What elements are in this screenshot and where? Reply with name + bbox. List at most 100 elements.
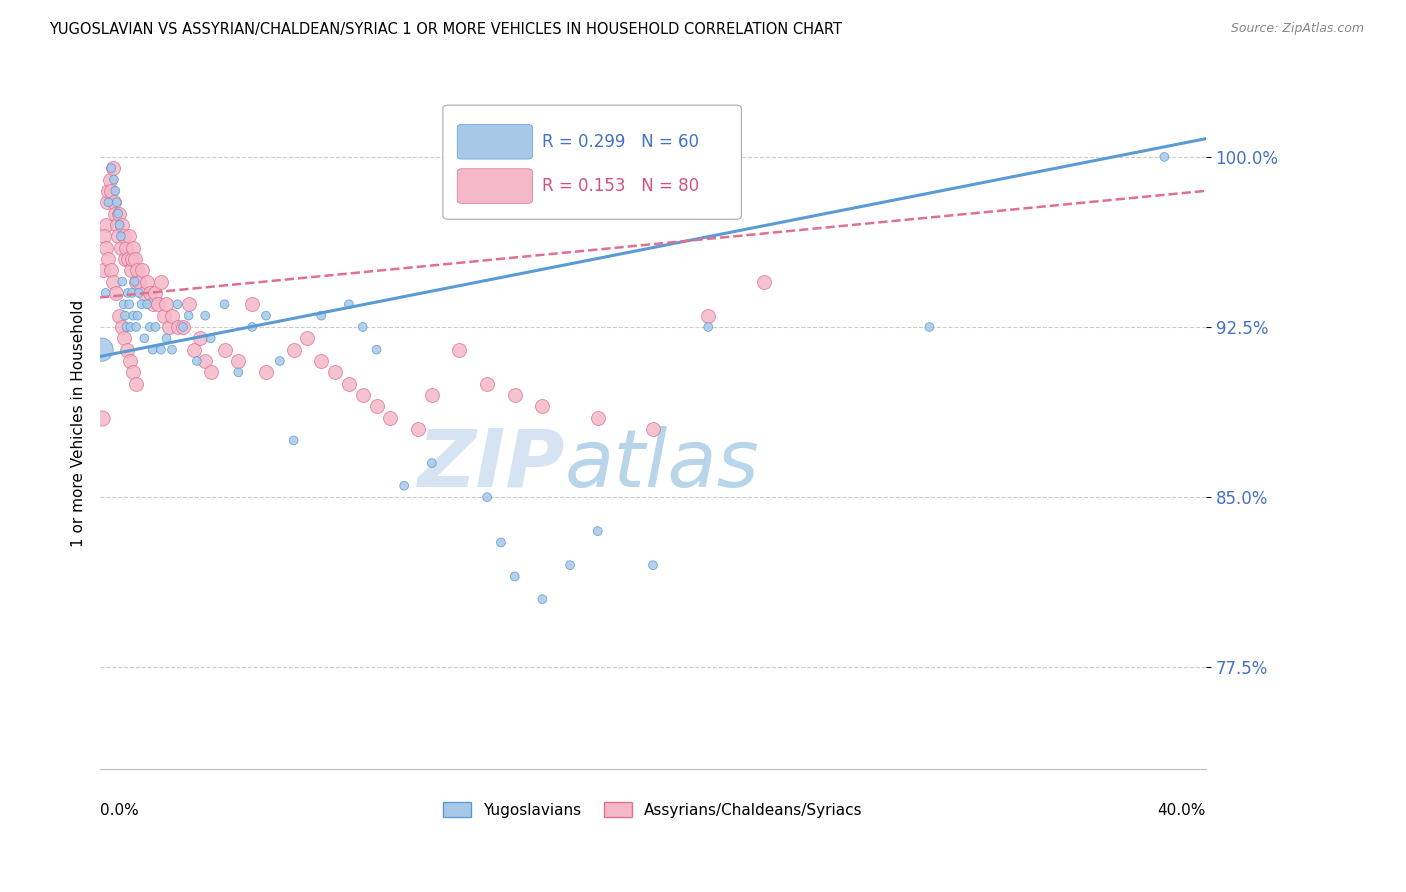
Point xyxy=(121,285,143,300)
Point xyxy=(145,285,167,300)
Point xyxy=(531,400,554,414)
Point xyxy=(128,275,150,289)
Point xyxy=(105,218,128,232)
Legend: Yugoslavians, Assyrians/Chaldeans/Syriacs: Yugoslavians, Assyrians/Chaldeans/Syriac… xyxy=(437,796,869,824)
Point xyxy=(114,331,136,345)
Point xyxy=(392,479,415,493)
Point xyxy=(142,297,165,311)
Point xyxy=(297,331,319,345)
Point xyxy=(118,229,141,244)
Point xyxy=(148,297,170,311)
Point xyxy=(366,343,388,357)
Point xyxy=(108,206,131,220)
Point xyxy=(100,161,122,176)
Point xyxy=(918,320,941,334)
Point xyxy=(124,275,146,289)
Point xyxy=(97,252,120,266)
Point xyxy=(110,229,132,244)
Point xyxy=(309,354,332,368)
Point xyxy=(558,558,581,573)
Point xyxy=(160,343,183,357)
Point xyxy=(112,297,135,311)
Point xyxy=(752,275,775,289)
Point xyxy=(131,263,153,277)
Point xyxy=(139,320,162,334)
Point xyxy=(337,376,360,391)
Point xyxy=(100,184,122,198)
Point xyxy=(101,161,124,176)
Text: R = 0.299   N = 60: R = 0.299 N = 60 xyxy=(543,133,699,151)
FancyBboxPatch shape xyxy=(457,125,533,159)
Point xyxy=(105,285,128,300)
Point xyxy=(124,376,146,391)
Point xyxy=(323,365,346,379)
Point xyxy=(131,297,153,311)
Point xyxy=(111,275,134,289)
Point xyxy=(420,456,443,470)
Point xyxy=(475,490,498,504)
Point xyxy=(100,263,122,277)
Point xyxy=(475,376,498,391)
Point xyxy=(122,241,145,255)
Point xyxy=(194,354,217,368)
Point xyxy=(90,410,112,425)
Point xyxy=(122,309,145,323)
Point xyxy=(107,206,129,220)
FancyBboxPatch shape xyxy=(457,169,533,203)
Point xyxy=(124,252,146,266)
Point xyxy=(127,263,149,277)
Point xyxy=(449,343,471,357)
Point xyxy=(149,275,172,289)
Point xyxy=(103,195,125,210)
Point xyxy=(254,365,277,379)
Point xyxy=(117,285,139,300)
Point xyxy=(214,343,236,357)
Point xyxy=(177,309,200,323)
Point xyxy=(254,309,277,323)
Point xyxy=(283,434,305,448)
Point xyxy=(118,297,141,311)
Point xyxy=(366,400,388,414)
Point xyxy=(1153,150,1175,164)
Point xyxy=(139,285,162,300)
Point xyxy=(120,263,142,277)
Text: 40.0%: 40.0% xyxy=(1157,804,1206,818)
Point xyxy=(96,195,118,210)
Point xyxy=(183,343,205,357)
Point xyxy=(200,331,222,345)
Point xyxy=(136,275,159,289)
Point xyxy=(112,229,135,244)
Y-axis label: 1 or more Vehicles in Household: 1 or more Vehicles in Household xyxy=(72,300,86,547)
Text: R = 0.153   N = 80: R = 0.153 N = 80 xyxy=(543,178,700,195)
Point xyxy=(114,252,136,266)
Point xyxy=(125,275,148,289)
Point xyxy=(489,535,512,549)
Point xyxy=(172,320,194,334)
Text: atlas: atlas xyxy=(565,425,759,504)
Point xyxy=(111,320,134,334)
Point xyxy=(115,320,138,334)
Point xyxy=(105,195,128,210)
Point xyxy=(641,558,664,573)
Point xyxy=(127,309,149,323)
Point xyxy=(107,229,129,244)
Point xyxy=(110,241,132,255)
Point xyxy=(94,285,117,300)
Point xyxy=(586,524,609,538)
Point xyxy=(134,285,156,300)
Point xyxy=(149,343,172,357)
Point xyxy=(93,229,115,244)
Point xyxy=(136,297,159,311)
Point xyxy=(145,320,167,334)
Point xyxy=(406,422,429,436)
Point xyxy=(90,343,112,357)
Point xyxy=(97,184,120,198)
Point xyxy=(134,331,156,345)
Point xyxy=(228,354,250,368)
Point xyxy=(96,241,118,255)
Point xyxy=(104,184,127,198)
Point xyxy=(166,297,188,311)
Point xyxy=(641,422,664,436)
Point xyxy=(697,309,720,323)
Point xyxy=(98,172,121,186)
